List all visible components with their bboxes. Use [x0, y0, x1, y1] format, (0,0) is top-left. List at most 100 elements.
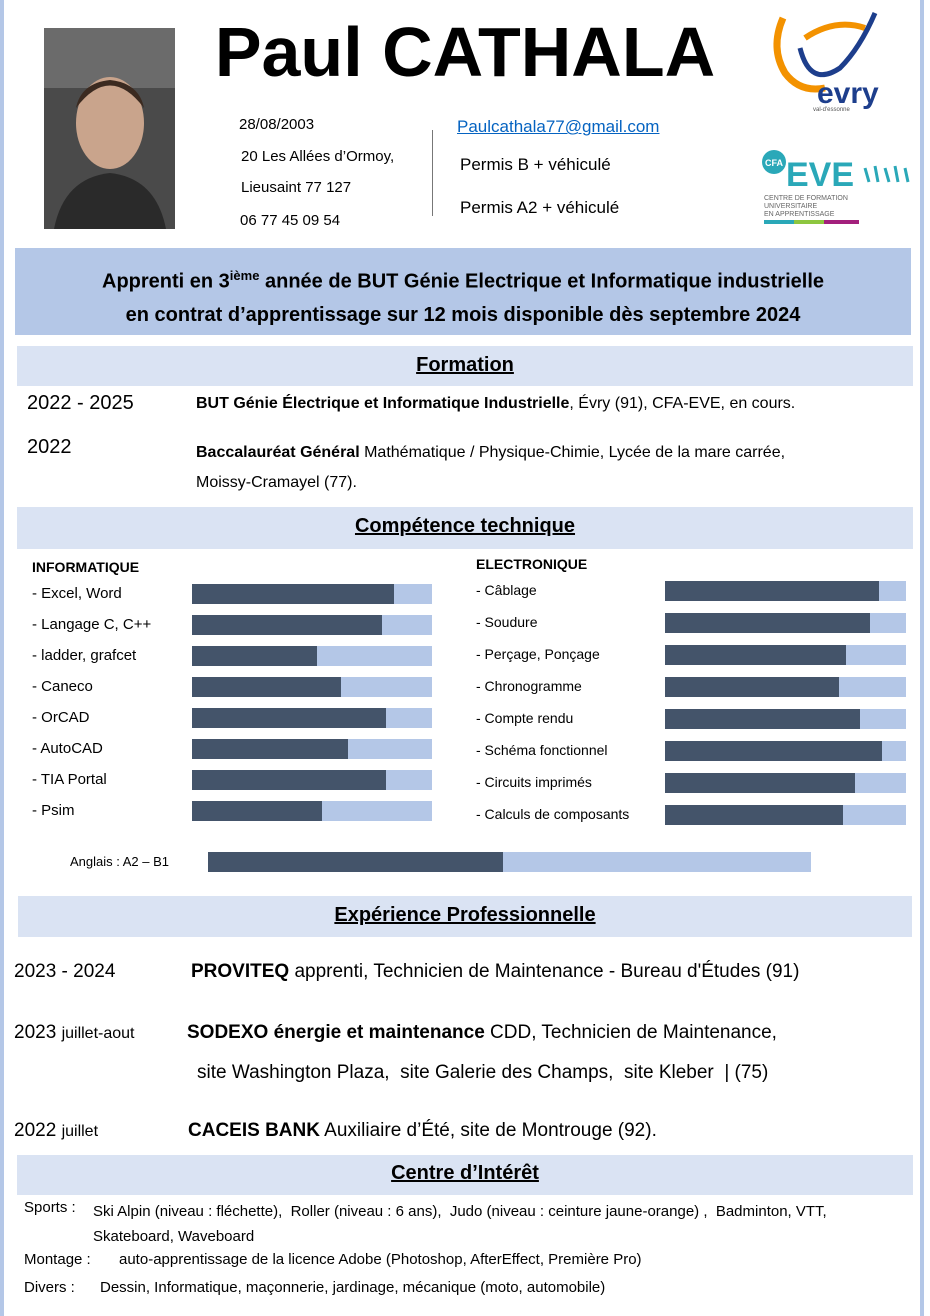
email[interactable]: Paulcathala77@gmail.com: [457, 117, 660, 136]
headline-text: Apprenti en 3: [102, 270, 230, 293]
evry-logo: evry val-d'essonne: [773, 12, 879, 112]
formation-entry: BUT Génie Électrique et Informatique Ind…: [196, 395, 795, 413]
company: PROVITEQ: [191, 961, 290, 982]
headline-text: en contrat d’apprentissage sur 12 mois d…: [125, 303, 801, 326]
interest-label: Divers :: [24, 1279, 75, 1296]
skill-track: [208, 852, 811, 872]
job: SODEXO énergie et maintenance CDD, Techn…: [187, 1022, 777, 1044]
logo-text: CFA: [765, 158, 784, 168]
period: juillet-aout: [61, 1025, 135, 1042]
skill-label: - AutoCAD: [32, 740, 103, 757]
headline-sup: ième: [229, 268, 260, 283]
logo-text: EVE: [786, 156, 854, 194]
skill-track: [665, 613, 906, 633]
interest-text: Ski Alpin (niveau : fléchette), Roller (…: [93, 1203, 831, 1245]
details: CDD, Technicien de Maintenance,: [484, 1022, 777, 1043]
right-border: [920, 0, 924, 1316]
skill-bar: [665, 805, 844, 825]
company: SODEXO énergie et maintenance: [187, 1022, 485, 1043]
license: Permis A2 + véhiculé: [460, 198, 620, 217]
headline: Apprenti en 3ième année de BUT Génie Ele…: [15, 248, 911, 335]
skill-bar: [208, 852, 504, 872]
headline-text: année de BUT Génie Electrique et Informa…: [259, 270, 824, 293]
skill-bar: [192, 615, 382, 635]
skill-label: - Calculs de composants: [476, 806, 630, 822]
logo-stripe: [794, 220, 824, 224]
skill-label: - Schéma fonctionnel: [476, 742, 608, 758]
details: Auxiliaire d’Été, site de Montrouge (92)…: [319, 1120, 657, 1141]
skill-label: - Câblage: [476, 582, 537, 598]
skill-track: [192, 801, 432, 821]
details: Mathématique / Physique-Chimie, Lycée de…: [196, 444, 786, 491]
skill-label: - OrCAD: [32, 709, 90, 726]
skill-bar: [192, 677, 341, 697]
skill-bar: [192, 646, 317, 666]
skill-label: - Circuits imprimés: [476, 774, 592, 790]
skill-bar: [192, 770, 387, 790]
skill-heading: ELECTRONIQUE: [476, 556, 588, 572]
details: apprenti, Technicien de Maintenance - Bu…: [289, 961, 800, 982]
logo-text: evry: [817, 77, 879, 110]
phone: 06 77 45 09 54: [240, 212, 341, 229]
interest-label: Montage :: [24, 1251, 91, 1268]
logo-swoosh: [803, 21, 866, 41]
skill-track: [192, 615, 432, 635]
license: Permis B + véhiculé: [460, 155, 611, 174]
skill-label: - Perçage, Ponçage: [476, 646, 600, 662]
details: , Évry (91), CFA-EVE, en cours.: [569, 395, 796, 412]
logo-swoosh: [797, 12, 878, 78]
skill-label: - ladder, grafcet: [32, 647, 137, 664]
skill-label: - Psim: [32, 802, 75, 819]
company: CACEIS BANK: [188, 1120, 320, 1141]
skill-track: [665, 645, 906, 665]
section-title: Centre d’Intérêt: [391, 1162, 539, 1184]
divider: [432, 130, 433, 216]
year: 2023 - 2024: [14, 961, 116, 982]
interest-text: auto-apprentissage de la licence Adobe (…: [119, 1251, 642, 1268]
skill-track: [192, 646, 432, 666]
details: site Washington Plaza, site Galerie des …: [197, 1062, 769, 1083]
year-text: 2023: [14, 1022, 57, 1043]
degree: BUT Génie Électrique et Informatique Ind…: [196, 395, 570, 412]
logo-stripe: [764, 220, 794, 224]
logo-text: val-d'essonne: [813, 107, 850, 112]
address: Lieusaint 77 127: [241, 179, 352, 196]
logo-circle: [762, 150, 786, 174]
skill-bar: [192, 708, 387, 728]
address: 20 Les Allées d’Ormoy,: [241, 148, 395, 165]
degree: Baccalauréat Général: [196, 444, 360, 461]
skill-label: - TIA Portal: [32, 771, 107, 788]
skill-label: - Soudure: [476, 614, 538, 630]
section-title: Expérience Professionnelle: [334, 904, 596, 926]
skill-label: - Chronogramme: [476, 678, 582, 694]
birthdate: 28/08/2003: [239, 116, 315, 133]
skill-bar: [192, 739, 348, 759]
section-title: Compétence technique: [354, 515, 576, 537]
skill-bar: [665, 613, 870, 633]
cfa-eve-logo: CFA EVE CENTRE DE FORMATION UNIVERSITAIR…: [762, 150, 910, 224]
language-label: Anglais : A2 – B1: [70, 854, 170, 869]
photo: [44, 28, 175, 229]
year: 2022 juillet: [14, 1120, 98, 1142]
skill-track: [665, 677, 906, 697]
logo-text: UNIVERSITAIRE: [764, 203, 817, 210]
skill-bar: [665, 581, 880, 601]
period: juillet: [61, 1123, 99, 1140]
section-header: Centre d’Intérêt: [17, 1155, 913, 1195]
skill-track: [665, 709, 906, 729]
skill-track: [192, 677, 432, 697]
logo-text: EN APPRENTISSAGE: [764, 211, 835, 218]
logo-swoosh: [773, 16, 826, 93]
years: 2022: [27, 436, 72, 458]
skill-track: [665, 741, 906, 761]
logo-stripe: [824, 220, 859, 224]
skill-bar: [665, 773, 856, 793]
job: PROVITEQ apprenti, Technicien de Mainten…: [191, 961, 799, 983]
skill-label: - Compte rendu: [476, 710, 574, 726]
year: 2023 juillet-aout: [14, 1022, 135, 1044]
skill-track: [665, 805, 906, 825]
year-text: 2022: [14, 1120, 57, 1141]
skill-bar: [665, 709, 861, 729]
section-title: Formation: [416, 354, 514, 376]
